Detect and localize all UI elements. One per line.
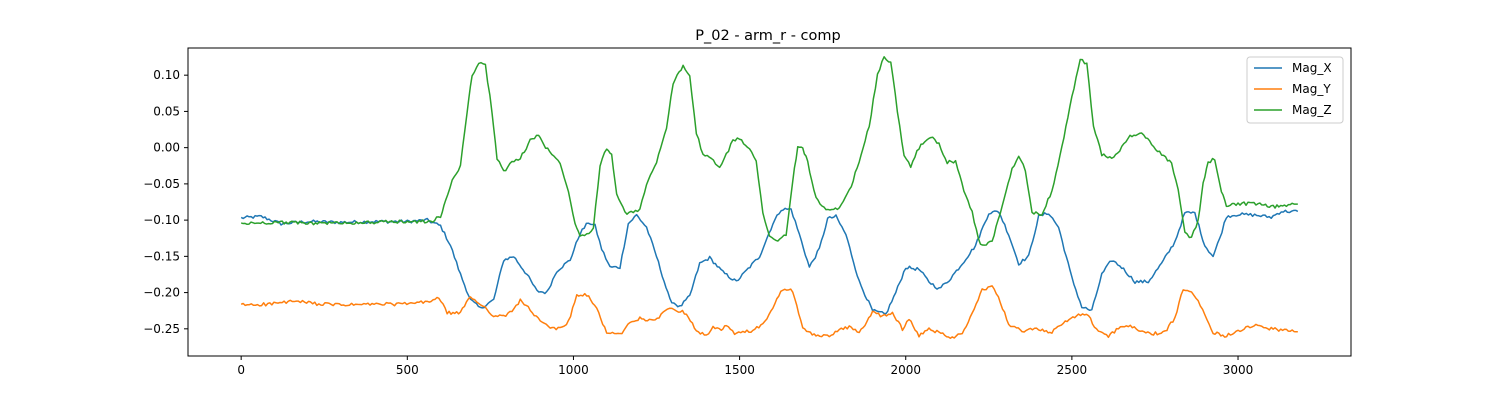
x-tick-label: 3000 bbox=[1223, 363, 1254, 377]
legend-label-mag-z: Mag_Z bbox=[1292, 103, 1332, 117]
legend-label-mag-x: Mag_X bbox=[1292, 61, 1332, 75]
plot-area-frame bbox=[187, 47, 1352, 357]
series-line-mag-z bbox=[240, 56, 1298, 246]
y-tick-label: −0.05 bbox=[143, 177, 180, 191]
y-tick-label: 0.00 bbox=[153, 141, 180, 155]
y-tick-label: −0.15 bbox=[143, 249, 180, 263]
chart-title: P_02 - arm_r - comp bbox=[695, 28, 840, 44]
y-tick-label: −0.10 bbox=[143, 213, 180, 227]
x-tick-label: 1000 bbox=[558, 363, 589, 377]
x-tick-label: 0 bbox=[237, 363, 245, 377]
y-axis-ticks: −0.25 −0.20 −0.15 −0.10 −0.05 0.00 0.05 0.10 bbox=[143, 68, 188, 336]
x-tick-label: 500 bbox=[396, 363, 419, 377]
legend-box bbox=[1246, 56, 1344, 124]
y-tick-label: −0.25 bbox=[143, 322, 180, 336]
legend-label-mag-y: Mag_Y bbox=[1292, 82, 1331, 96]
series-line-mag-y bbox=[240, 285, 1298, 339]
x-axis-ticks: 0 500 1000 1500 2000 2500 3000 bbox=[237, 356, 1253, 377]
y-tick-label: −0.20 bbox=[143, 286, 180, 300]
x-tick-label: 1500 bbox=[724, 363, 755, 377]
series-layer bbox=[240, 56, 1299, 339]
y-tick-label: 0.05 bbox=[153, 104, 180, 118]
x-tick-label: 2000 bbox=[890, 363, 921, 377]
x-tick-label: 2500 bbox=[1057, 363, 1088, 377]
y-tick-label: 0.10 bbox=[153, 68, 180, 82]
legend: Mag_X Mag_Y Mag_Z bbox=[1246, 56, 1344, 124]
